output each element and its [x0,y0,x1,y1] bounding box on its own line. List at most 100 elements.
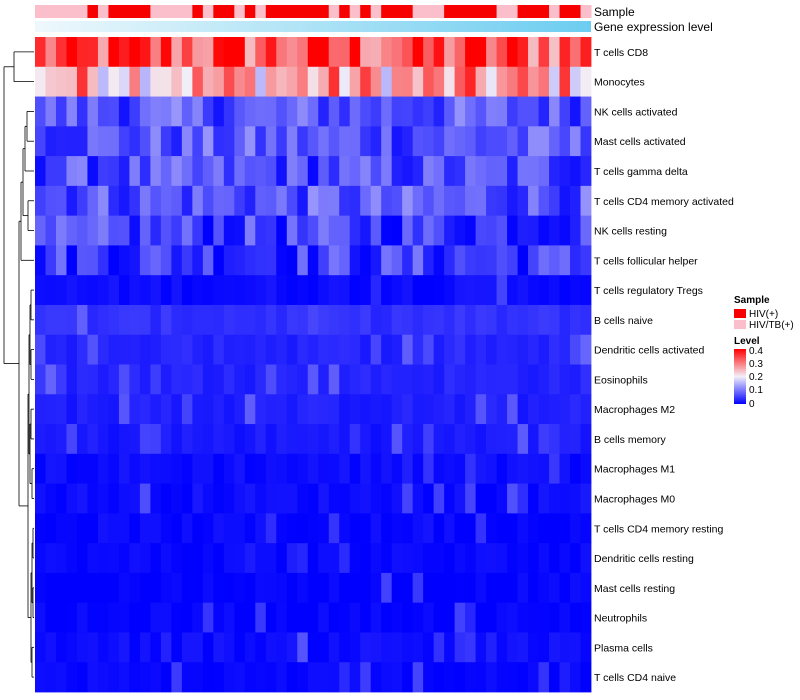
heatmap-cell [580,275,592,306]
row-label: Macrophages M0 [594,493,675,505]
heatmap-cell [202,215,214,246]
heatmap-cell [307,37,319,68]
heatmap-cell [171,126,183,157]
heatmap-cell [370,483,382,514]
heatmap-cell [35,453,46,484]
heatmap-cell [255,185,267,217]
heatmap-cell [549,126,560,157]
heatmap-cell [45,304,57,336]
row-label: T cells gamma delta [594,166,688,178]
heatmap-cell [528,304,539,336]
heatmap-cell [318,215,330,246]
heatmap-cell [129,394,141,425]
heatmap-cell [97,304,109,336]
heatmap-cell [339,602,351,633]
heatmap-cell [318,185,330,217]
heatmap-cell [171,364,183,395]
sample-cell [559,5,571,18]
heatmap-cell [517,185,529,217]
sample-cell [507,5,519,18]
heatmap-cell [234,215,246,246]
heatmap-cell [45,662,57,693]
sample-cell [129,5,141,18]
heatmap-cell [454,543,466,574]
heatmap-cell [391,424,403,455]
heatmap-cell [255,483,267,514]
heatmap-cell [339,572,351,604]
heatmap-cell [517,304,529,336]
heatmap-cell [55,513,67,544]
heatmap-cell [391,364,403,395]
heatmap-cell [150,602,162,633]
sample-cell [192,5,204,18]
heatmap-cell [118,275,130,306]
heatmap-cell [35,275,46,306]
heatmap-cell [496,572,508,604]
heatmap-cell [55,37,67,68]
heatmap-cell [360,156,372,187]
heatmap-cell [139,543,151,574]
heatmap-cell [108,275,120,306]
heatmap-cell [45,156,57,187]
heatmap-cell [423,394,435,425]
heatmap-cell [45,394,57,425]
heatmap-cell [192,602,204,633]
heatmap-cell [349,662,361,693]
heatmap-cell [118,453,130,484]
heatmap-cell [160,275,172,306]
heatmap-cell [213,66,225,97]
heatmap-cell [528,513,539,544]
heatmap-cell [192,572,204,604]
heatmap-cell [234,483,246,514]
heatmap-cell [202,364,214,395]
heatmap-cell [234,394,246,425]
heatmap-cell [255,602,267,633]
sample-cell [349,5,361,18]
heatmap-cell [202,275,214,306]
heatmap-cell [139,66,151,97]
heatmap-cell [202,96,214,127]
heatmap-cell [160,96,172,127]
heatmap-cell [307,424,319,455]
heatmap-cell [192,304,204,336]
heatmap-cell [76,245,88,276]
heatmap-cell [35,185,46,217]
heatmap-cell [580,96,592,127]
heatmap-cell [328,334,340,365]
heatmap-cell [255,304,267,336]
heatmap-cell [402,37,414,68]
heatmap-cell [496,334,508,365]
heatmap-cell [381,215,393,246]
sample-cell [171,5,183,18]
heatmap-cell [580,185,592,217]
heatmap-cell [66,543,78,574]
heatmap-cell [45,215,57,246]
row-label: B cells naive [594,315,653,327]
heatmap-cell [549,394,560,425]
heatmap-cell [276,364,288,395]
heatmap-cell [517,572,529,604]
heatmap-cell [381,602,393,633]
heatmap-cell [35,334,46,365]
heatmap-cell [349,126,361,157]
heatmap-cell [423,156,435,187]
heatmap-cell [181,543,193,574]
heatmap-cell [433,66,445,97]
heatmap-cell [444,662,456,693]
heatmap-cell [150,156,162,187]
heatmap-cell [496,483,508,514]
heatmap-cell [244,364,256,395]
heatmap-cell [265,602,277,633]
heatmap-cell [139,215,151,246]
heatmap-cell [150,126,162,157]
heatmap-cell [265,513,277,544]
heatmap-cell [360,275,372,306]
heatmap-cell [465,185,477,217]
heatmap-cell [580,424,592,455]
heatmap-cell [297,156,309,187]
sample-cell [97,5,109,18]
sample-cell [255,5,267,18]
heatmap-cell [517,66,529,97]
heatmap-cell [370,215,382,246]
heatmap-cell [570,364,581,395]
